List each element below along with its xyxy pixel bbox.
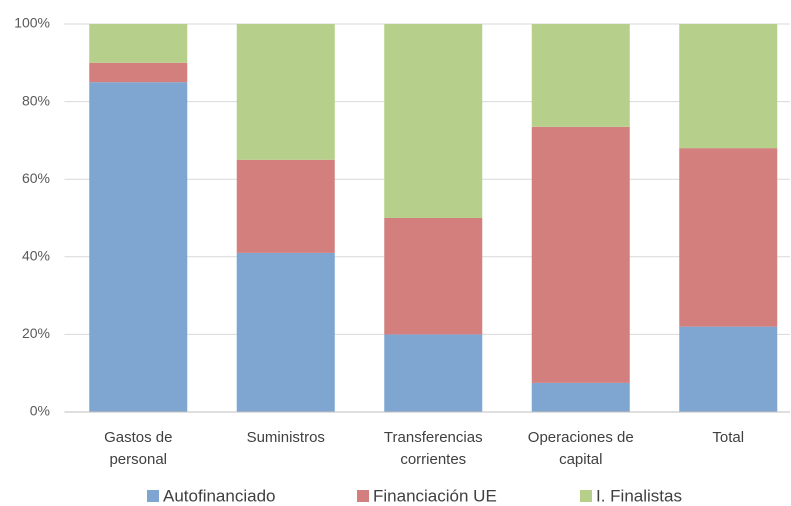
y-tick-label: 60% — [22, 170, 50, 186]
legend-swatch — [357, 490, 369, 502]
x-tick-label: Operaciones de capital — [527, 429, 634, 468]
bar-segment — [531, 126, 630, 383]
legend-text: Autofinanciado — [163, 486, 275, 505]
y-tick-label: 40% — [22, 248, 50, 264]
y-tick-label: 20% — [22, 325, 50, 341]
x-tick-label: Gastos de personal — [104, 429, 173, 468]
x-tick-label: Suministros — [246, 429, 325, 446]
bar-segment — [679, 326, 778, 412]
bar-segment — [531, 382, 630, 412]
x-tick-label: Transferencias corrientes — [383, 429, 483, 468]
bar-segment — [89, 82, 188, 412]
legend-swatch — [580, 490, 592, 502]
legend-swatch — [147, 490, 159, 502]
y-tick-label: 0% — [30, 403, 50, 419]
y-tick-label: 80% — [22, 92, 50, 108]
bar-segment — [384, 334, 483, 412]
legend-text: I. Finalistas — [596, 486, 682, 505]
bar-segment — [531, 24, 630, 127]
legend-text: Financiación UE — [373, 486, 497, 505]
x-tick-label: Total — [712, 429, 745, 446]
y-tick-label: 100% — [14, 15, 50, 31]
bar-segment — [384, 218, 483, 335]
bar-segment — [236, 159, 335, 253]
bar-segment — [236, 24, 335, 160]
bar-segment — [89, 24, 188, 63]
bar-segment — [236, 252, 335, 412]
bar-segment — [89, 62, 188, 83]
bar-segment — [384, 24, 483, 218]
bar-segment — [679, 148, 778, 327]
bar-segment — [679, 24, 778, 149]
